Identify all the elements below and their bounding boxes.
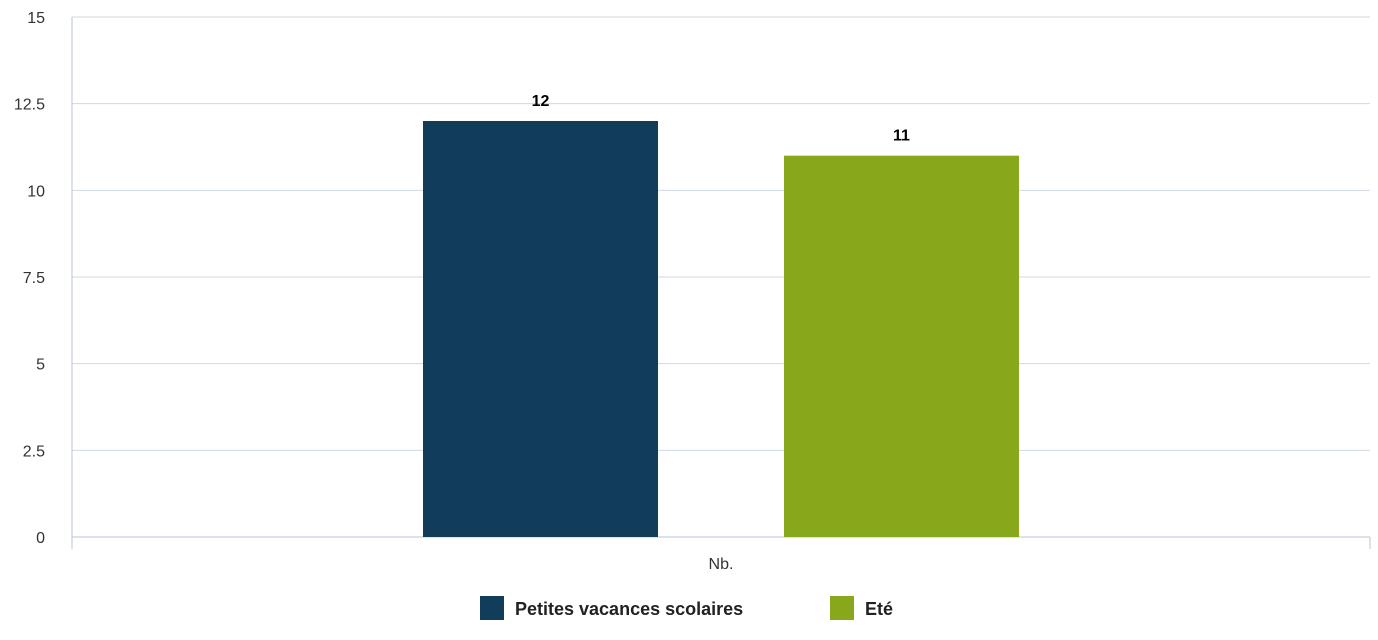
legend-swatch-1 xyxy=(830,596,854,620)
bar-ete xyxy=(784,155,1019,537)
data-labels: 12 11 xyxy=(532,93,910,145)
data-label-0: 12 xyxy=(532,93,550,110)
y-tick-label-5: 12.5 xyxy=(14,97,45,114)
y-tick-label-2: 5 xyxy=(36,357,45,374)
y-tick-label-1: 2.5 xyxy=(23,443,45,460)
legend: Petites vacances scolaires Eté xyxy=(480,596,893,620)
y-tick-label-0: 0 xyxy=(36,530,45,547)
data-label-1: 11 xyxy=(893,128,910,145)
y-tick-label-4: 10 xyxy=(27,183,45,200)
grid-lines xyxy=(72,16,1370,451)
axes: 0 2.5 5 7.5 10 12.5 15 Nb. xyxy=(14,10,1371,573)
legend-label-1: Eté xyxy=(865,599,893,619)
x-tick-label-0: Nb. xyxy=(709,556,734,573)
legend-item-ete: Eté xyxy=(830,596,893,620)
bar-petites-vacances xyxy=(423,121,658,537)
legend-swatch-0 xyxy=(480,596,504,620)
legend-item-petites-vacances: Petites vacances scolaires xyxy=(480,596,743,620)
legend-label-0: Petites vacances scolaires xyxy=(515,599,743,619)
y-tick-label-6: 15 xyxy=(27,10,45,27)
bars xyxy=(423,121,1019,537)
y-tick-label-3: 7.5 xyxy=(23,270,45,287)
